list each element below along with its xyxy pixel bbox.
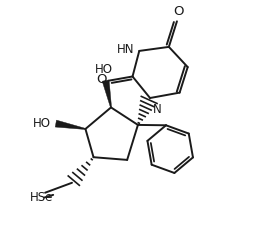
- Text: N: N: [153, 103, 161, 116]
- Text: O: O: [173, 5, 183, 18]
- Polygon shape: [55, 120, 86, 130]
- Text: HN: HN: [117, 43, 134, 56]
- Text: O: O: [96, 73, 106, 86]
- Text: HO: HO: [33, 117, 51, 130]
- Text: HO: HO: [95, 63, 113, 76]
- Polygon shape: [102, 80, 112, 108]
- Text: HSe: HSe: [30, 191, 54, 204]
